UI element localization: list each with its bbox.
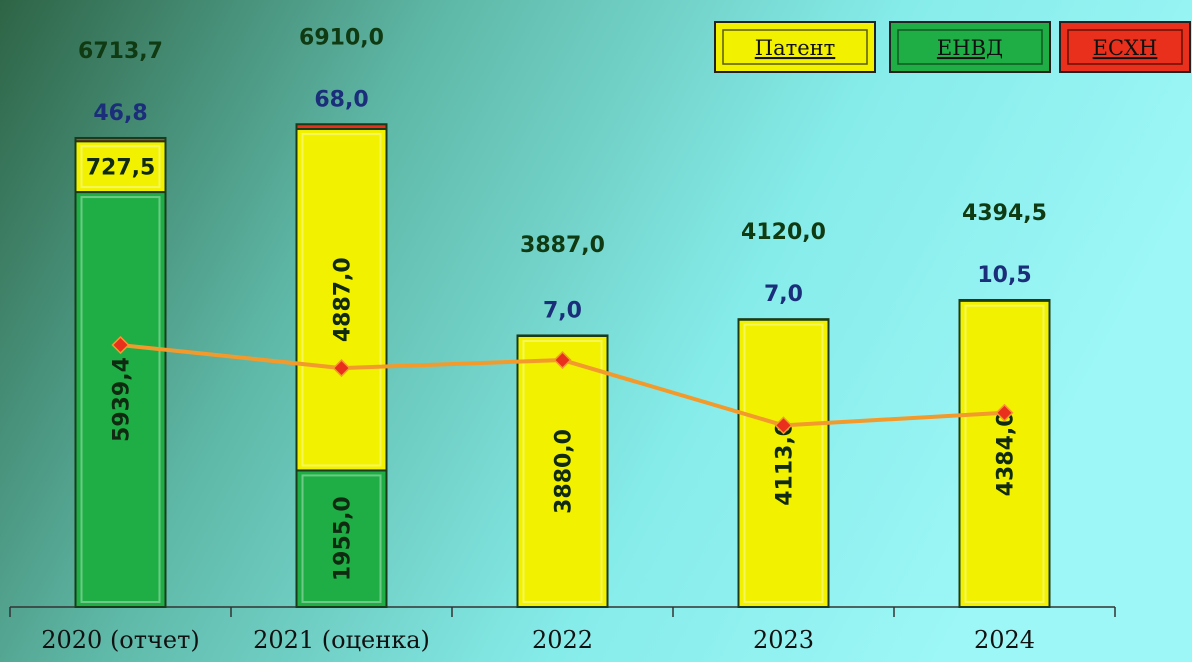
data-label: 4384,0 <box>994 411 1019 496</box>
legend-inner <box>897 29 1043 65</box>
bar-highlight <box>301 133 382 467</box>
data-label: 46,8 <box>93 101 147 126</box>
legend-inner <box>722 29 868 65</box>
bar-highlight <box>80 145 161 189</box>
bar-segment <box>295 469 388 609</box>
bar-highlight <box>743 323 824 603</box>
line-marker <box>995 403 1014 422</box>
data-label: 68,0 <box>314 87 368 112</box>
data-label: 3880,0 <box>552 429 577 514</box>
x-tick-label: 2022 <box>532 626 593 654</box>
line-marker <box>332 359 351 378</box>
data-label: 1955,0 <box>331 496 356 581</box>
data-label: 4113,0 <box>773 421 798 506</box>
bar-segment <box>295 123 388 131</box>
total-label: 6713,7 <box>78 39 163 64</box>
data-label: 10,5 <box>977 263 1031 288</box>
line-marker <box>774 416 793 435</box>
data-label: 7,0 <box>764 282 803 307</box>
legend-inner <box>1067 29 1183 65</box>
bar-segment <box>295 128 388 472</box>
bar-segment <box>74 140 167 194</box>
x-tick-label: 2024 <box>974 626 1035 654</box>
bar-highlight <box>522 339 603 603</box>
total-label: 4120,0 <box>741 220 826 245</box>
data-label: 4887,0 <box>331 257 356 342</box>
bar-highlight <box>80 196 161 603</box>
bar-segment <box>74 136 167 143</box>
x-tick-label: 2023 <box>753 626 814 654</box>
total-label: 6910,0 <box>299 25 384 50</box>
legend-label: Патент <box>755 36 836 60</box>
bar-segment <box>737 318 830 608</box>
x-tick-label: 2020 (отчет) <box>41 626 200 654</box>
line-marker <box>553 350 572 370</box>
data-label: 5939,4 <box>110 357 135 442</box>
bar-highlight <box>301 474 382 604</box>
data-label: 7,0 <box>543 298 582 323</box>
legend-label: ЕНВД <box>937 36 1003 60</box>
bar-highlight <box>964 304 1045 603</box>
x-tick-label: 2021 (оценка) <box>253 626 430 654</box>
data-label: 727,5 <box>86 156 156 181</box>
total-label: 4394,5 <box>962 201 1047 226</box>
bar-segment <box>958 298 1051 302</box>
bar-segment <box>958 299 1051 608</box>
legend-label: ЕСХН <box>1093 36 1158 60</box>
line-marker <box>111 335 130 355</box>
total-label: 3887,0 <box>520 233 605 258</box>
